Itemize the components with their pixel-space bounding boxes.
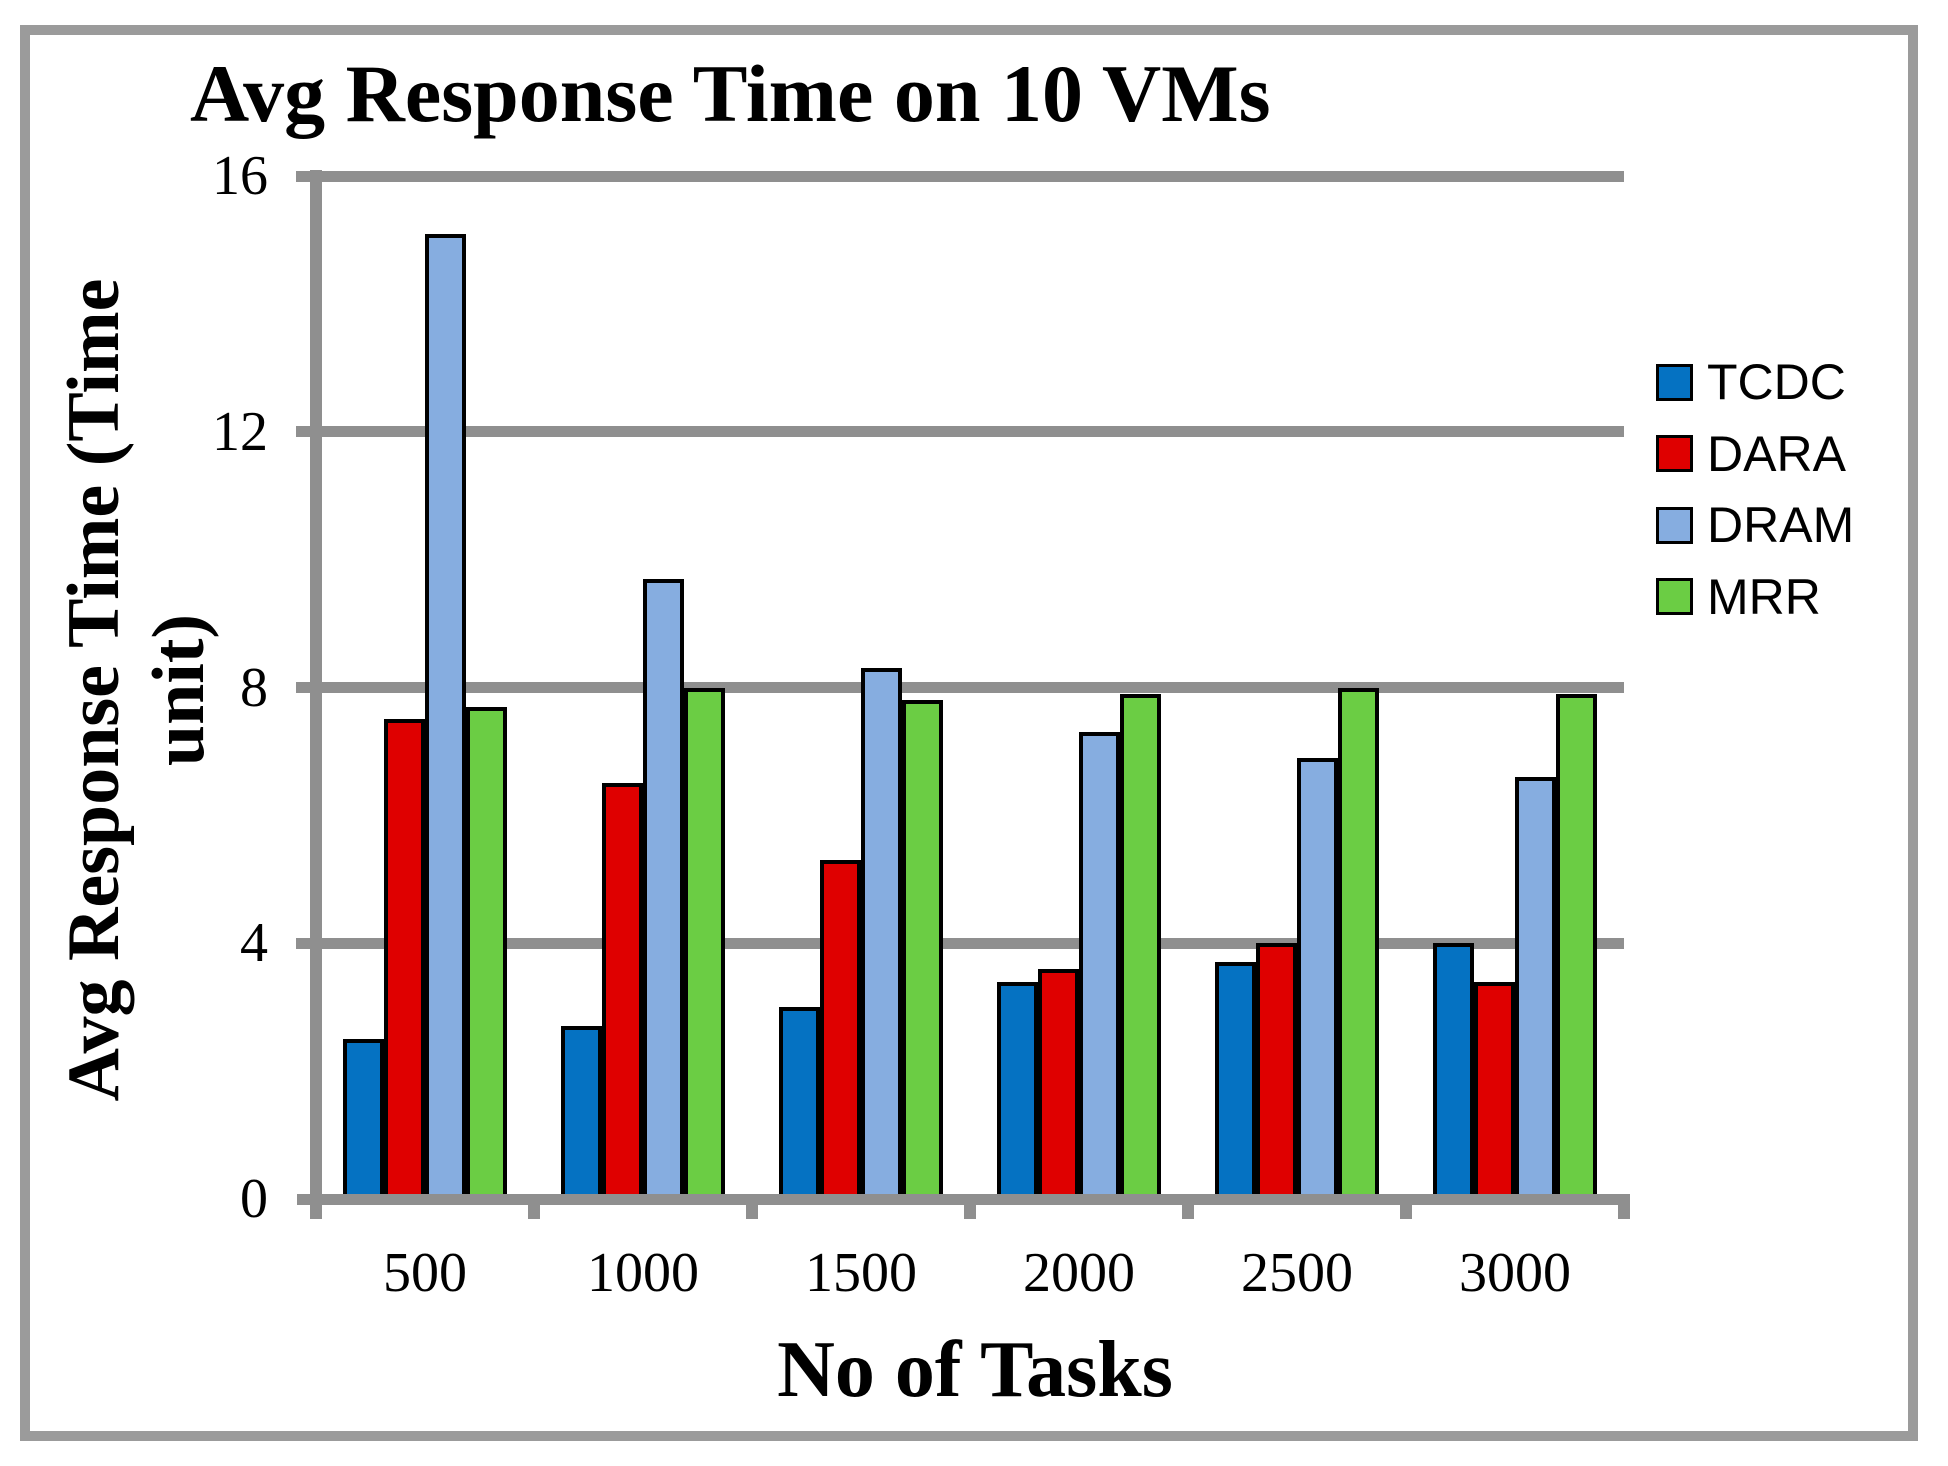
bar-DRAM-2500 xyxy=(1297,757,1338,1202)
chart-title: Avg Response Time on 10 VMs xyxy=(190,48,1271,139)
legend-label-DRAM: DRAM xyxy=(1707,497,1855,553)
x-tick-label-1500: 1500 xyxy=(805,1242,917,1304)
x-tick-5 xyxy=(1400,1199,1412,1219)
legend-swatch-DARA xyxy=(1656,435,1693,472)
bar-DRAM-2000 xyxy=(1079,732,1120,1202)
bar-MRR-2500 xyxy=(1338,687,1379,1202)
bar-DARA-2000 xyxy=(1038,968,1079,1202)
bar-DRAM-3000 xyxy=(1515,777,1556,1202)
legend-label-TCDC: TCDC xyxy=(1707,354,1846,410)
legend-swatch-DRAM xyxy=(1656,506,1693,544)
x-tick-label-1000: 1000 xyxy=(587,1242,699,1304)
x-tick-label-3000: 3000 xyxy=(1459,1242,1571,1304)
y-tick-label-8: 8 xyxy=(240,656,268,719)
bar-MRR-3000 xyxy=(1556,693,1597,1202)
y-tick-label-0: 0 xyxy=(240,1168,268,1230)
bar-DARA-1000 xyxy=(602,783,643,1202)
legend-item-TCDC: TCDC xyxy=(1656,354,1846,410)
bar-DRAM-500 xyxy=(425,233,466,1202)
legend-item-DARA: DARA xyxy=(1656,425,1846,482)
bar-TCDC-2000 xyxy=(997,981,1038,1202)
bar-TCDC-1500 xyxy=(779,1007,820,1202)
y-tick-label-4: 4 xyxy=(240,912,268,975)
bar-DARA-1500 xyxy=(820,860,861,1202)
gridline-8 xyxy=(296,682,1624,693)
bar-TCDC-1000 xyxy=(561,1026,602,1202)
bar-DARA-500 xyxy=(384,719,425,1202)
x-tick-4 xyxy=(1182,1199,1194,1219)
bar-MRR-1500 xyxy=(902,700,943,1202)
bar-TCDC-3000 xyxy=(1433,943,1474,1202)
y-tick-label-12: 12 xyxy=(212,400,268,463)
bar-TCDC-2500 xyxy=(1215,962,1256,1202)
legend-item-DRAM: DRAM xyxy=(1656,497,1855,553)
x-tick-3 xyxy=(964,1199,976,1219)
bar-MRR-500 xyxy=(466,706,507,1202)
gridline-16 xyxy=(296,170,1624,182)
bar-DRAM-1500 xyxy=(861,668,902,1202)
x-tick-label-2000: 2000 xyxy=(1023,1242,1135,1304)
legend-label-DARA: DARA xyxy=(1707,425,1846,482)
x-tick-label-500: 500 xyxy=(383,1242,467,1304)
bar-MRR-1000 xyxy=(684,687,725,1202)
x-axis-line xyxy=(297,1193,1630,1205)
x-tick-1 xyxy=(528,1199,540,1219)
bar-TCDC-500 xyxy=(343,1039,384,1202)
x-tick-0 xyxy=(310,1199,322,1219)
y-tick-label-16: 16 xyxy=(212,145,268,207)
bar-MRR-2000 xyxy=(1120,693,1161,1202)
x-tick-2 xyxy=(746,1199,758,1219)
legend-swatch-TCDC xyxy=(1656,363,1693,401)
legend-label-MRR: MRR xyxy=(1707,568,1821,625)
gridline-4 xyxy=(296,937,1624,949)
chart-outer-border xyxy=(20,25,1918,1441)
legend-swatch-MRR xyxy=(1656,578,1693,615)
x-tick-6 xyxy=(1618,1199,1630,1219)
x-tick-label-2500: 2500 xyxy=(1241,1242,1353,1304)
bar-DRAM-1000 xyxy=(643,578,684,1202)
y-axis-title-line-1: Avg Response Time (Time xyxy=(53,278,135,1102)
bar-DARA-2500 xyxy=(1256,943,1297,1202)
bar-DARA-3000 xyxy=(1474,981,1515,1202)
legend: TCDC DARA DRAM MRR xyxy=(1656,354,1916,660)
y-axis-line xyxy=(310,170,322,1219)
x-axis-title: No of Tasks xyxy=(777,1326,1173,1414)
legend-item-MRR: MRR xyxy=(1656,568,1821,625)
gridline-12 xyxy=(296,426,1624,438)
